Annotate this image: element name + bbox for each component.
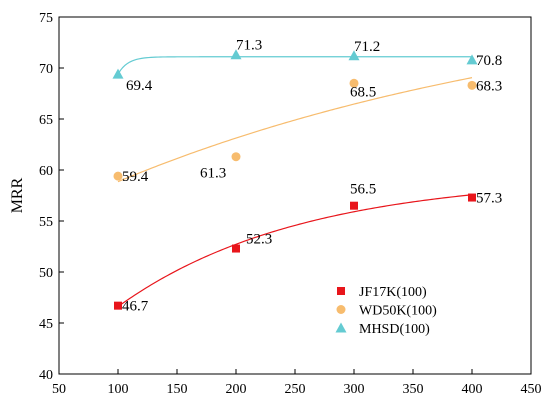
circle-marker	[467, 80, 477, 90]
y-axis-ticks: 40 45 50 55 60 65 70 75	[39, 11, 64, 383]
legend-label: MHSD(100)	[359, 322, 430, 337]
data-label: 56.5	[350, 182, 376, 198]
y-tick-label: 60	[39, 164, 53, 179]
fit-curve	[117, 77, 473, 183]
circle-marker	[231, 152, 241, 162]
circle-marker	[336, 305, 346, 314]
x-tick-label: 200	[226, 382, 247, 397]
triangle-marker	[466, 54, 478, 65]
data-label: 70.8	[476, 53, 502, 69]
x-tick-label: 400	[462, 382, 483, 397]
legend-label: WD50K(100)	[359, 304, 437, 319]
data-label: 69.4	[126, 78, 153, 94]
triangle-marker	[230, 49, 242, 60]
y-tick-label: 55	[39, 215, 53, 230]
y-axis-title: MRR	[9, 177, 26, 213]
data-label: 46.7	[122, 299, 149, 315]
data-label: 71.2	[354, 39, 380, 55]
x-tick-label: 450	[521, 382, 542, 397]
y-tick-label: 40	[39, 368, 53, 383]
y-tick-label: 75	[39, 11, 53, 26]
x-tick-label: 150	[167, 382, 188, 397]
fit-curves	[117, 56, 473, 308]
x-tick-label: 300	[344, 382, 365, 397]
data-labels: 46.7 52.3 56.5 57.3 59.4 61.3 68.5 68.3 69.4 71.3…	[122, 38, 502, 315]
data-label: 59.4	[122, 169, 149, 185]
y-tick-label: 65	[39, 113, 53, 128]
y-tick-label: 45	[39, 317, 53, 332]
fit-curve	[117, 56, 472, 75]
y-tick-label: 70	[39, 62, 53, 77]
circle-marker	[349, 78, 359, 88]
fit-curve	[117, 194, 473, 308]
legend: JF17K(100) WD50K(100) MHSD(100)	[335, 285, 437, 337]
data-label: 68.3	[476, 78, 502, 94]
data-label: 68.5	[350, 84, 376, 100]
square-marker	[337, 287, 345, 295]
x-tick-label: 350	[403, 382, 424, 397]
x-tick-label: 50	[52, 382, 66, 397]
data-label: 52.3	[246, 232, 272, 248]
data-label: 57.3	[476, 191, 502, 207]
data-markers	[112, 49, 478, 310]
square-marker	[468, 193, 476, 202]
square-marker	[350, 201, 358, 210]
x-tick-label: 100	[108, 382, 129, 397]
square-marker	[232, 244, 240, 253]
legend-label: JF17K(100)	[359, 285, 427, 300]
triangle-marker	[112, 68, 124, 79]
square-marker	[114, 301, 122, 310]
triangle-marker	[335, 322, 347, 333]
x-axis-ticks: 50 100 150 200 250 300 350 400 450	[52, 369, 542, 397]
circle-marker	[113, 171, 123, 181]
data-label: 71.3	[236, 38, 262, 54]
triangle-marker	[348, 50, 360, 61]
y-tick-label: 50	[39, 266, 53, 281]
data-label: 61.3	[200, 166, 226, 182]
x-tick-label: 250	[285, 382, 306, 397]
